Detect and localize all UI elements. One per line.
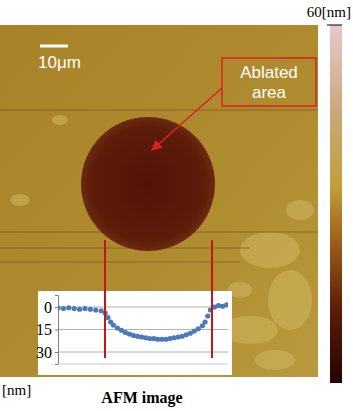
- profile-point: [88, 307, 93, 312]
- profile-point: [77, 307, 82, 312]
- surface-texture: [10, 194, 30, 206]
- profile-point: [58, 305, 61, 310]
- color-bar-tick: [327, 25, 342, 26]
- y-tick-label: 15: [36, 321, 52, 338]
- y-axis-line: [55, 296, 59, 365]
- annotation-label: Ablatedarea: [240, 63, 298, 102]
- y-tick: 30: [36, 344, 58, 361]
- scan-streak: [0, 261, 240, 263]
- afm-background: [0, 25, 318, 377]
- y-tick-mark: [55, 307, 58, 308]
- profile-points: [58, 302, 228, 342]
- y-tick-mark: [55, 330, 58, 331]
- ablated-crater: [81, 117, 215, 251]
- profile-point: [205, 313, 210, 318]
- profile-point: [105, 315, 110, 320]
- surface-texture: [286, 200, 314, 220]
- y-axis: 0 15 30: [36, 296, 59, 365]
- y-axis-title: [nm]: [2, 382, 31, 398]
- surface-texture: [268, 270, 312, 330]
- title: AFM image: [101, 389, 182, 407]
- inset-background: [38, 291, 232, 375]
- annotation-box: [222, 58, 316, 106]
- scale-bar: [40, 45, 68, 48]
- scan-streak: [0, 109, 318, 111]
- profile-point: [202, 319, 207, 324]
- profile-point: [66, 305, 71, 310]
- profile-point: [82, 306, 87, 311]
- y-tick-label: 30: [36, 344, 52, 361]
- annotation-arrow: [152, 88, 222, 150]
- grid-line: [58, 352, 228, 353]
- color-bar: [330, 25, 342, 383]
- surface-texture: [255, 350, 295, 370]
- surface-texture: [52, 115, 68, 125]
- profile-point: [72, 306, 77, 311]
- color-bar-label: 60[nm]: [307, 4, 351, 20]
- y-tick: 0: [44, 299, 58, 316]
- y-tick: 15: [36, 321, 58, 338]
- y-tick-mark: [55, 352, 58, 353]
- profile-point: [224, 302, 228, 307]
- figure: 10μm Ablatedarea 60[nm] 0 15 30 [nm] AFM image: [0, 0, 353, 411]
- x-axis-line: [58, 364, 228, 365]
- grid: [58, 307, 228, 352]
- y-tick-label: 0: [44, 299, 52, 316]
- edge-marker: [211, 240, 213, 358]
- surface-texture: [240, 232, 300, 268]
- edge-marker: [104, 240, 106, 358]
- profile-point: [61, 306, 66, 311]
- afm-image: [0, 25, 318, 377]
- profile-point: [93, 307, 98, 312]
- scale-bar-label: 10μm: [38, 53, 81, 72]
- grid-line: [58, 329, 228, 330]
